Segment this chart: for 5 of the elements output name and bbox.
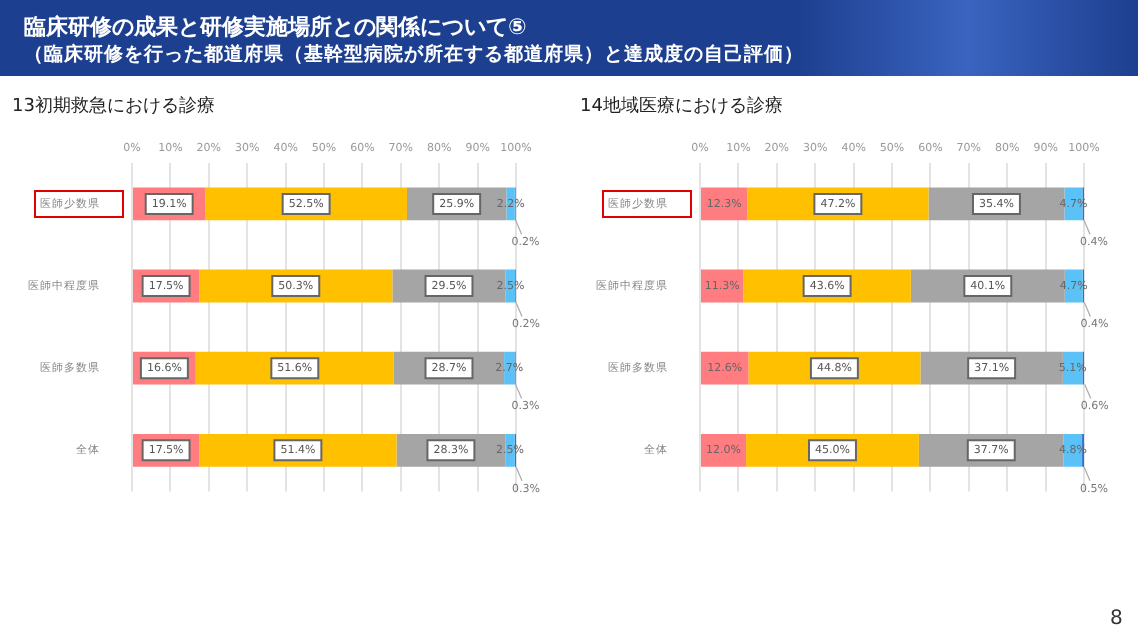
text: （臨床研修を行った都道府県（基幹型病院が所在する都道府県）と達成度の自己評価） <box>24 42 804 68</box>
chart-title: 13初期救急における診療 <box>12 95 215 118</box>
chart-title: 14地域医療における診療 <box>580 95 783 118</box>
text: 臨床研修の成果と研修実施場所との関係について⑤ <box>24 12 527 42</box>
text: 8 <box>1110 608 1123 630</box>
